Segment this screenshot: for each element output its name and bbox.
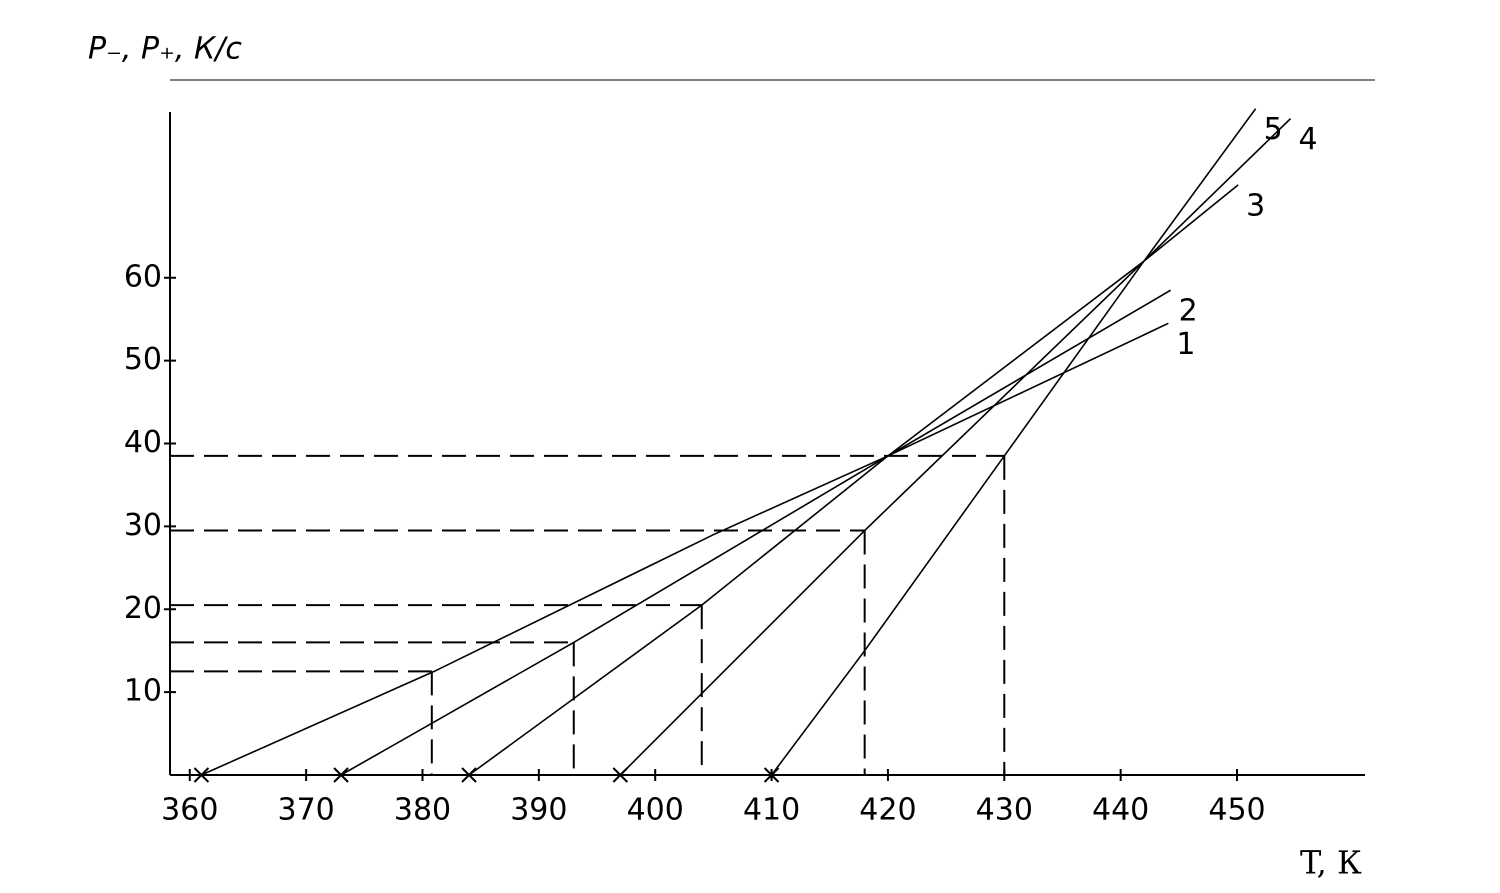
- y-axis-label: P₋, P₊, К/с: [88, 32, 242, 67]
- x-tick-label: 370: [278, 793, 335, 828]
- x-tick-label: 420: [859, 793, 916, 828]
- x-tick-label: 410: [743, 793, 800, 828]
- y-tick-label: 40: [124, 425, 162, 460]
- x-intercept-cross: [461, 767, 477, 783]
- y-tick-label: 20: [124, 591, 162, 626]
- series-label: 5: [1264, 112, 1283, 147]
- x-tick-label: 380: [394, 793, 451, 828]
- x-tick-label: 430: [976, 793, 1033, 828]
- x-tick-label: 390: [510, 793, 567, 828]
- x-tick-label: 450: [1208, 793, 1265, 828]
- y-tick-label: 60: [124, 259, 162, 294]
- x-intercept-cross: [193, 767, 210, 783]
- series-label: 3: [1246, 188, 1265, 223]
- series-label: 2: [1179, 294, 1198, 329]
- x-intercept-cross: [333, 767, 349, 783]
- x-tick-label: 360: [161, 793, 218, 828]
- series-line: [468, 184, 1239, 776]
- series-label: 4: [1299, 122, 1318, 157]
- y-tick-label: 30: [124, 508, 162, 543]
- series-line: [201, 322, 1169, 776]
- series-line: [340, 289, 1172, 776]
- x-intercept-cross: [612, 767, 629, 783]
- y-tick-label: 50: [124, 342, 162, 377]
- series-line: [770, 108, 1257, 776]
- x-tick-label: 440: [1092, 793, 1149, 828]
- y-tick-label: 10: [124, 674, 162, 709]
- series-label: 1: [1176, 327, 1195, 362]
- x-intercept-cross: [763, 767, 780, 783]
- x-tick-label: 400: [627, 793, 684, 828]
- x-axis-label: T, К: [1300, 844, 1362, 882]
- series-line: [619, 118, 1292, 776]
